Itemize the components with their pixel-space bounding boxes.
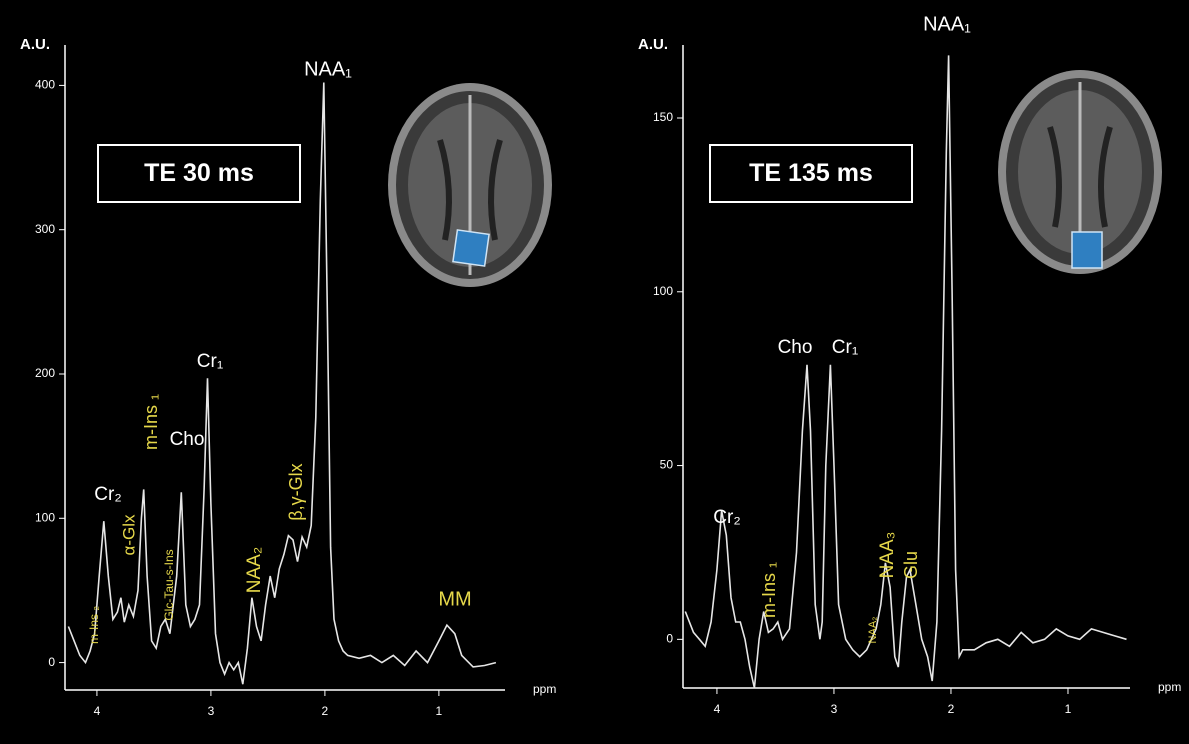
x-tick-label: 4 [94, 704, 101, 718]
y-tick-label: 150 [653, 110, 673, 124]
x-tick-label: 1 [1065, 702, 1072, 716]
peak-label: NAA₁ [923, 13, 971, 35]
background [0, 0, 1189, 744]
peak-label: Glu [901, 551, 921, 579]
peak-label: Glc-Tau-s-Ins [162, 549, 176, 620]
y-tick-label: 400 [35, 78, 55, 92]
peak-label: m-Ins ₁ [759, 562, 779, 618]
peak-label: Cho [170, 429, 205, 450]
peak-label: MM [438, 588, 471, 610]
y-tick-label: 200 [35, 366, 55, 380]
peak-label: NAA₂ [244, 547, 265, 593]
x-tick-label: 3 [208, 704, 215, 718]
x-tick-label: 4 [714, 702, 721, 716]
y-axis-label: A.U. [20, 36, 50, 53]
x-tick-label: 3 [831, 702, 838, 716]
brain-image [998, 70, 1162, 274]
y-tick-label: 0 [666, 632, 673, 646]
x-tick-label: 2 [322, 704, 329, 718]
peak-label: Cho [778, 337, 813, 358]
figure: A.U. ppm 0 100 200 300 400 4 3 2 1 TE 30 ms NAA₁ Cr₁ C… [0, 0, 1189, 744]
y-tick-label: 100 [35, 510, 55, 524]
y-tick-label: 300 [35, 222, 55, 236]
y-tick-label: 0 [48, 655, 55, 669]
peak-label: NAA₃ [877, 532, 898, 579]
chart-title: TE 135 ms [749, 159, 873, 187]
chart-title: TE 30 ms [144, 159, 254, 187]
peak-label: α-Glx [119, 514, 138, 555]
x-tick-label: 2 [948, 702, 955, 716]
y-tick-label: 100 [653, 284, 673, 298]
peak-label: NAA₂ [867, 617, 879, 644]
peak-label: Cr₂ [713, 507, 740, 528]
peak-label: Cr₁ [832, 337, 858, 358]
x-axis-label: ppm [533, 682, 556, 696]
peak-label: NAA₁ [304, 58, 352, 80]
peak-label: β,γ-Glx [286, 463, 306, 520]
peak-label: m-Ins ₁ [141, 394, 161, 450]
x-axis-label: ppm [1158, 680, 1181, 694]
x-tick-label: 1 [436, 704, 443, 718]
peak-label: Cr₁ [197, 351, 223, 372]
y-axis-label: A.U. [638, 36, 668, 53]
peak-label: m-Ins ₂ [87, 606, 101, 644]
brain-image [388, 83, 552, 287]
peak-label: Cr₂ [94, 484, 121, 505]
y-tick-label: 50 [660, 458, 674, 472]
